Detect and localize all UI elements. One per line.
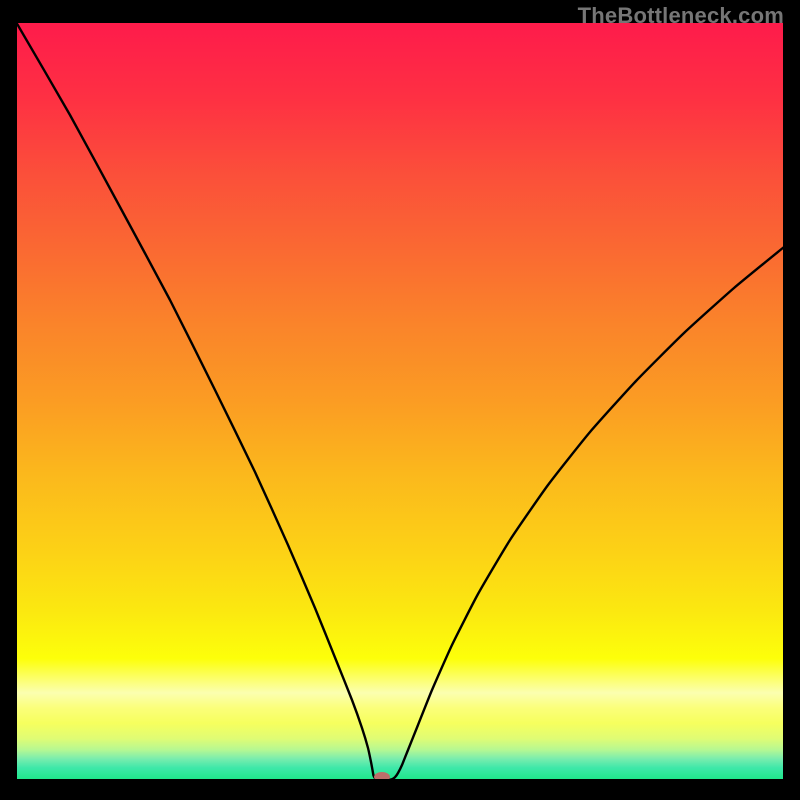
chart-container: TheBottleneck.com bbox=[0, 0, 800, 800]
gradient-background bbox=[16, 22, 784, 780]
bottleneck-chart bbox=[0, 0, 800, 800]
